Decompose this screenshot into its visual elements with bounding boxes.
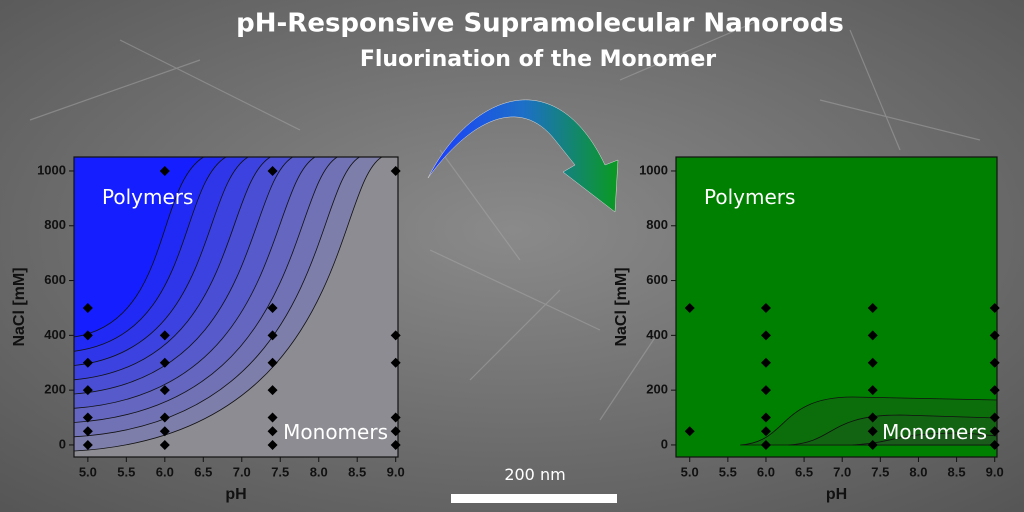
data-point xyxy=(867,385,878,396)
data-point xyxy=(867,330,878,341)
arrow xyxy=(427,99,619,213)
data-point xyxy=(867,302,878,313)
annotation: Monomers xyxy=(283,420,388,444)
scale-bar xyxy=(451,494,617,503)
data-point xyxy=(82,330,93,341)
data-point xyxy=(267,439,278,450)
data-point xyxy=(267,426,278,437)
data-point xyxy=(867,426,878,437)
data-point xyxy=(989,439,1000,450)
data-point xyxy=(390,330,401,341)
data-point xyxy=(82,439,93,450)
x-tick-label: 8.5 xyxy=(348,464,366,479)
data-point xyxy=(760,439,771,450)
x-axis-label: pH xyxy=(826,486,847,503)
x-tick-label: 6.5 xyxy=(194,464,212,479)
contour-band xyxy=(73,156,206,338)
data-point xyxy=(760,426,771,437)
y-tick-label: 200 xyxy=(44,382,66,397)
data-point xyxy=(267,357,278,368)
y-tick-label: 1000 xyxy=(639,162,668,177)
data-point xyxy=(159,330,170,341)
x-tick-label: 6.0 xyxy=(757,464,775,479)
data-point xyxy=(82,426,93,437)
data-point xyxy=(267,330,278,341)
y-tick-label: 600 xyxy=(646,272,668,287)
annotation: Polymers xyxy=(704,185,795,209)
x-tick-label: 5.0 xyxy=(681,464,699,479)
data-point xyxy=(989,330,1000,341)
x-tick-label: 7.5 xyxy=(271,464,289,479)
data-point xyxy=(267,165,278,176)
x-tick-label: 7.0 xyxy=(233,464,251,479)
data-point xyxy=(989,302,1000,313)
data-point xyxy=(684,426,695,437)
y-tick-label: 0 xyxy=(661,436,668,451)
y-tick-label: 400 xyxy=(646,327,668,342)
x-tick-label: 5.5 xyxy=(719,464,737,479)
x-tick-label: 8.5 xyxy=(948,464,966,479)
y-tick-label: 0 xyxy=(59,436,66,451)
x-tick-label: 9.0 xyxy=(387,464,405,479)
data-point xyxy=(159,426,170,437)
data-point xyxy=(82,385,93,396)
x-tick-label: 7.0 xyxy=(833,464,851,479)
x-tick-label: 6.5 xyxy=(795,464,813,479)
plot-frame xyxy=(73,156,399,458)
y-tick-label: 800 xyxy=(44,217,66,232)
data-point xyxy=(989,385,1000,396)
y-axis-label: NaCl [mM] xyxy=(613,267,630,346)
data-point xyxy=(390,357,401,368)
data-point xyxy=(390,426,401,437)
x-tick-label: 5.0 xyxy=(79,464,97,479)
y-tick-label: 400 xyxy=(44,327,66,342)
data-point xyxy=(390,165,401,176)
data-point xyxy=(989,412,1000,423)
data-point xyxy=(760,357,771,368)
data-point xyxy=(267,412,278,423)
x-tick-label: 8.0 xyxy=(909,464,927,479)
data-point xyxy=(267,302,278,313)
data-point xyxy=(159,385,170,396)
y-tick-label: 600 xyxy=(44,272,66,287)
data-point xyxy=(684,302,695,313)
data-point xyxy=(82,357,93,368)
x-axis-label: pH xyxy=(225,486,246,503)
annotation: Monomers xyxy=(882,420,987,444)
y-axis-label: NaCl [mM] xyxy=(11,267,28,346)
x-tick-label: 6.0 xyxy=(156,464,174,479)
data-point xyxy=(159,439,170,450)
annotation: Polymers xyxy=(102,185,193,209)
y-tick-label: 1000 xyxy=(37,162,66,177)
nanorod-texture xyxy=(29,19,981,421)
x-tick-label: 5.5 xyxy=(117,464,135,479)
data-point xyxy=(867,412,878,423)
title: pH-Responsive Supramolecular Nanorods xyxy=(236,9,844,39)
data-point xyxy=(390,439,401,450)
scale-bar-label: 200 nm xyxy=(504,465,565,484)
y-tick-label: 800 xyxy=(646,217,668,232)
data-point xyxy=(989,426,1000,437)
data-point xyxy=(82,302,93,313)
data-point xyxy=(867,439,878,450)
subtitle: Fluorination of the Monomer xyxy=(360,47,716,72)
x-tick-label: 8.0 xyxy=(310,464,328,479)
data-point xyxy=(760,385,771,396)
data-point xyxy=(82,412,93,423)
data-point xyxy=(760,412,771,423)
data-point xyxy=(867,357,878,368)
plots: 0 200 400 600 800 1000 5.0 5.5 6.0 6.5 7.0 7.5 8.0 8.… xyxy=(11,156,1004,503)
data-point xyxy=(760,330,771,341)
data-point xyxy=(390,412,401,423)
data-point xyxy=(989,357,1000,368)
x-tick-label: 7.5 xyxy=(871,464,889,479)
data-point xyxy=(159,412,170,423)
data-point xyxy=(267,385,278,396)
x-tick-label: 9.0 xyxy=(986,464,1004,479)
data-point xyxy=(159,357,170,368)
y-tick-label: 200 xyxy=(646,382,668,397)
data-point xyxy=(760,302,771,313)
data-point xyxy=(159,165,170,176)
